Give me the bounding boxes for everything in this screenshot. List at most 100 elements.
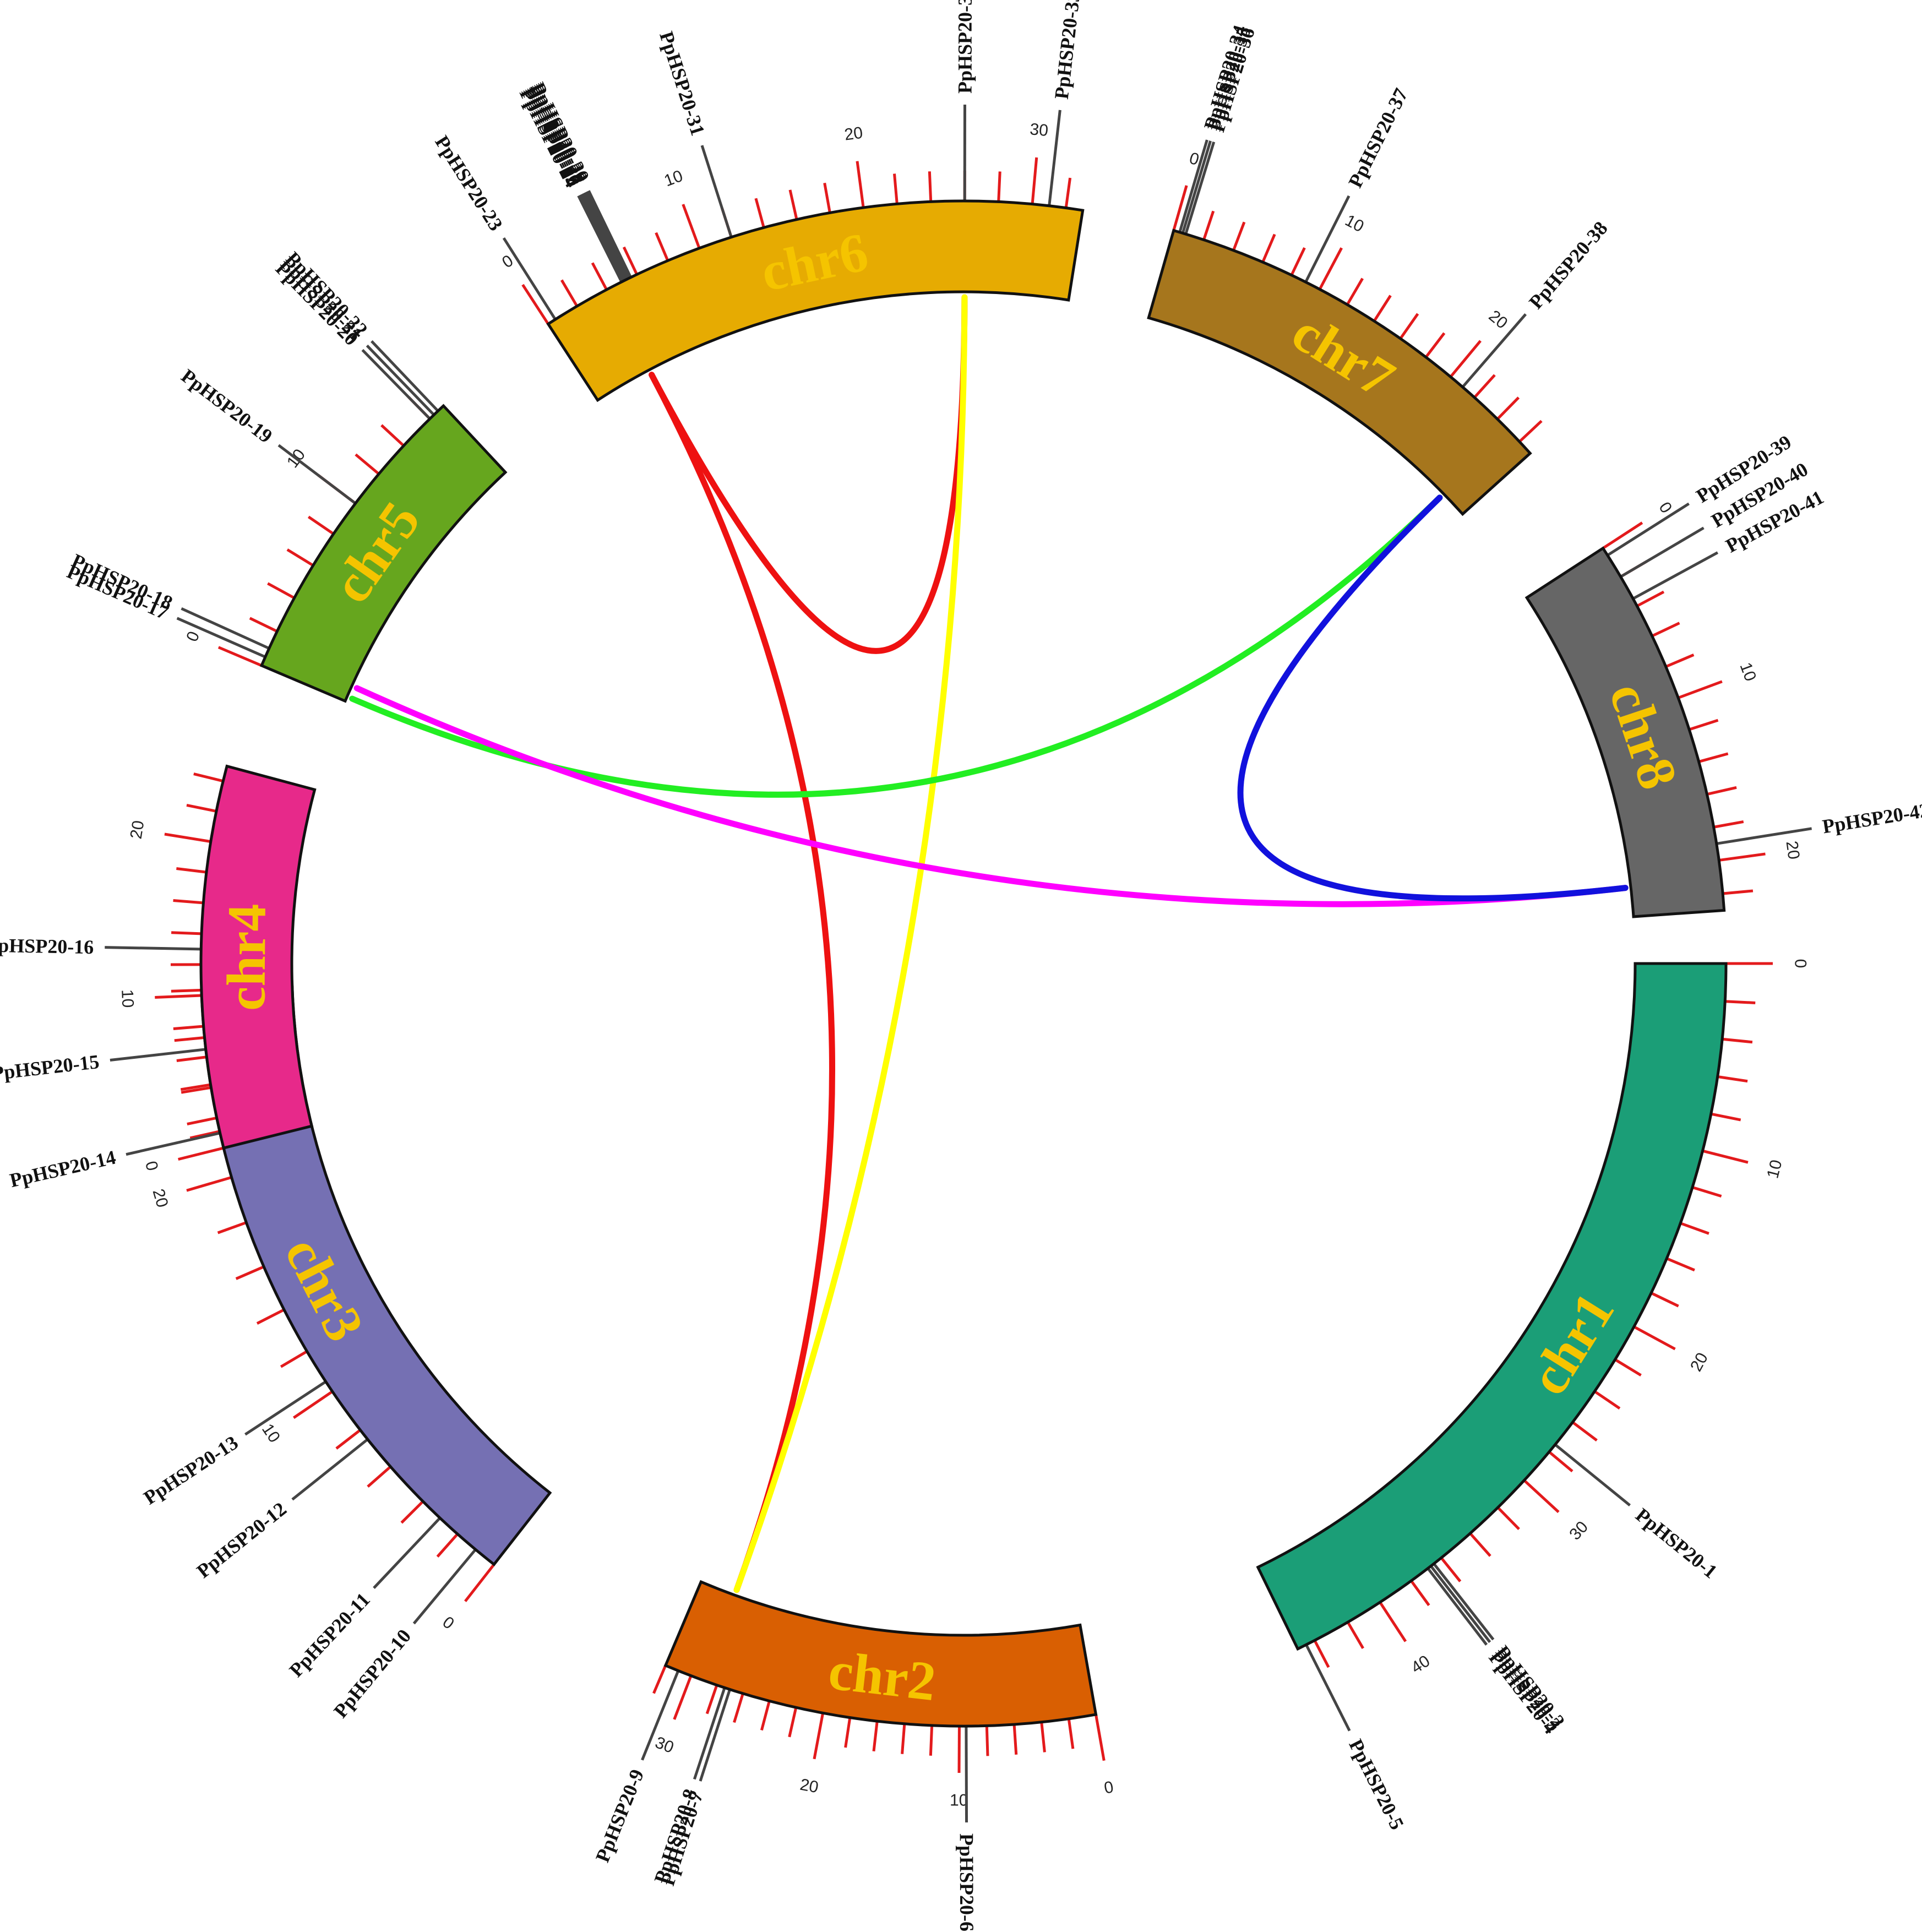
gene-label-5: PpHSP20-5 <box>1344 1735 1408 1833</box>
gene-marker-31 <box>700 145 733 238</box>
gene-marker-7 <box>699 1689 731 1782</box>
tick-chr3-2 <box>436 1533 459 1558</box>
gene-marker-33 <box>1048 110 1061 206</box>
chromosome-chr1 <box>1256 962 1728 1651</box>
gene-label-33: PpHSP20-33 <box>1050 0 1085 100</box>
tick-label-chr1-20: 20 <box>1687 1349 1712 1374</box>
tick-chr5-12 <box>355 453 380 475</box>
gene-marker-20 <box>361 349 431 420</box>
gene-marker-13 <box>244 1380 327 1436</box>
tick-chr5-6 <box>286 548 314 567</box>
tick-label-chr6-10: 10 <box>662 167 685 191</box>
tick-label-chr2-0: 0 <box>1103 1778 1115 1797</box>
chromosome-chr4 <box>199 764 317 1150</box>
tick-chr1-32 <box>1496 1506 1520 1531</box>
tick-chr5-2 <box>249 617 278 633</box>
tick-chr1-24 <box>1594 1390 1621 1410</box>
gene-marker-18 <box>181 607 270 650</box>
tick-chr1-14 <box>1680 1222 1709 1235</box>
tick-chr4-0 <box>178 1146 224 1161</box>
tick-chr1-16 <box>1666 1257 1695 1272</box>
tick-chr1-4 <box>1722 1037 1753 1044</box>
tick-chr6-6 <box>622 246 638 275</box>
tick-label-chr2-30: 30 <box>652 1733 676 1757</box>
gene-label-32: PpHSP20-32 <box>954 0 976 94</box>
tick-chr6-4 <box>591 262 608 291</box>
chromosome-chr2 <box>663 1580 1098 1728</box>
tick-chr7-16 <box>1399 313 1419 340</box>
tick-label-chr6-30: 30 <box>1029 120 1049 140</box>
tick-chr7-22 <box>1473 374 1496 399</box>
tick-chr4-14 <box>171 931 202 935</box>
tick-chr7-4 <box>1232 221 1246 251</box>
tick-chr5-8 <box>307 515 335 535</box>
gene-label-14: PpHSP20-14 <box>8 1146 118 1192</box>
chromosome-chr7 <box>1147 228 1532 516</box>
tick-chr1-8 <box>1711 1112 1741 1122</box>
tick-chr6-24 <box>928 171 933 202</box>
tick-chr8-8 <box>1665 654 1695 668</box>
gene-label-37: PpHSP20-37 <box>1344 85 1412 191</box>
tick-chr7-24 <box>1496 396 1520 420</box>
tick-chr6-32 <box>1064 177 1072 208</box>
gene-marker-3 <box>1429 1565 1491 1643</box>
tick-chr1-30 <box>1523 1479 1560 1514</box>
tick-chr6-22 <box>893 173 899 204</box>
gene-label-16: PpHSP20-16 <box>0 934 94 959</box>
tick-chr7-0 <box>1172 185 1188 231</box>
tick-chr8-0 <box>1602 521 1643 549</box>
tick-chr2-22 <box>788 1707 798 1738</box>
gene-marker-16 <box>105 946 202 951</box>
tick-chr8-4 <box>1636 590 1665 607</box>
tick-chr6-18 <box>823 182 831 213</box>
tick-chr1-38 <box>1410 1580 1430 1607</box>
gene-label-11: PpHSP20-11 <box>285 1588 374 1681</box>
tick-label-chr6-20: 20 <box>843 124 864 144</box>
tick-chr4-24 <box>193 772 224 783</box>
synteny-link-5 <box>353 685 1629 907</box>
tick-chr1-12 <box>1692 1186 1722 1198</box>
tick-chr8-12 <box>1689 719 1719 731</box>
tick-chr2-18 <box>844 1717 852 1748</box>
tick-chr4-22 <box>186 803 217 813</box>
tick-chr2-6 <box>1012 1724 1018 1755</box>
gene-marker-2 <box>1433 1563 1495 1641</box>
tick-chr3-4 <box>400 1500 424 1524</box>
tick-chr8-22 <box>1722 889 1754 895</box>
tick-label-chr7-20: 20 <box>1485 307 1511 333</box>
tick-chr8-16 <box>1706 786 1737 796</box>
tick-label-chr1-0: 0 <box>1792 959 1810 968</box>
tick-chr4-10 <box>155 994 202 999</box>
tick-chr4-8 <box>173 1025 204 1030</box>
gene-marker-39 <box>1607 502 1690 557</box>
synteny-link-3 <box>733 294 968 1593</box>
synteny-links <box>349 294 1629 1593</box>
tick-chr6-0 <box>521 284 549 325</box>
gene-marker-42 <box>1716 827 1812 845</box>
tick-chr3-18 <box>217 1221 247 1234</box>
tick-chr1-44 <box>1313 1640 1330 1668</box>
tick-chr3-20 <box>186 1175 232 1192</box>
tick-chr2-12 <box>929 1725 934 1756</box>
gene-marker-14 <box>126 1131 221 1156</box>
gene-marker-34 <box>1178 139 1208 233</box>
tick-chr3-26 <box>174 1036 205 1042</box>
tick-label-chr1-40: 40 <box>1408 1652 1433 1677</box>
tick-chr3-24 <box>180 1083 211 1091</box>
tick-label-chr8-20: 20 <box>1782 840 1803 861</box>
tick-chr2-28 <box>705 1684 718 1715</box>
gene-label-38: PpHSP20-38 <box>1524 217 1612 313</box>
tick-chr2-20 <box>813 1712 825 1760</box>
gene-marker-12 <box>291 1438 369 1501</box>
chromosome-chr6 <box>546 199 1085 402</box>
tick-chr4-20 <box>164 832 211 843</box>
tick-chr1-22 <box>1614 1358 1642 1377</box>
gene-label-6: PpHSP20-6 <box>956 1833 978 1931</box>
tick-chr2-8 <box>985 1726 989 1756</box>
tick-label-chr4-20: 20 <box>127 819 148 840</box>
chromosome-chr8 <box>1524 546 1726 918</box>
tick-chr8-14 <box>1698 752 1729 763</box>
tick-label-chr1-30: 30 <box>1566 1518 1592 1544</box>
